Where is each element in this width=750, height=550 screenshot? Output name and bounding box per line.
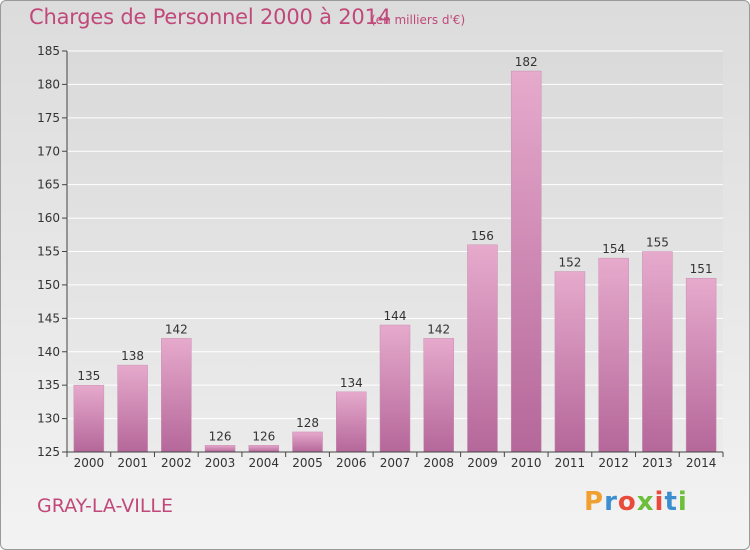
x-tick-label: 2009 — [467, 456, 498, 470]
bar-value-label: 154 — [602, 242, 625, 256]
logo-letter: o — [617, 487, 637, 517]
y-tick-label: 140 — [37, 345, 60, 359]
bar-value-label: 151 — [690, 262, 713, 276]
bar-2001 — [117, 364, 148, 453]
bar-2014 — [685, 277, 717, 453]
y-tick-label: 125 — [37, 445, 60, 459]
y-tick-label: 145 — [37, 311, 60, 325]
bar-value-label: 182 — [515, 55, 538, 69]
axis-layer: 125 130 135 140 145 150 155 160 165 170 175 180 185 2… — [37, 44, 724, 470]
bar-value-label: 126 — [209, 429, 232, 443]
y-tick-label: 165 — [37, 178, 60, 192]
bar-value-label: 128 — [296, 416, 319, 430]
chart-title: Charges de Personnel 2000 à 2014 — [29, 5, 391, 29]
bar-2013 — [642, 251, 673, 453]
bar-value-label: 126 — [252, 429, 275, 443]
bars-layer: 135 138 142 126 126 128 134 144 142 156 182 152 154 1… — [73, 55, 717, 453]
bar-value-label: 144 — [384, 309, 407, 323]
logo-letter: t — [664, 487, 678, 517]
x-tick-label: 2010 — [511, 456, 542, 470]
x-tick-label: 2000 — [74, 456, 105, 470]
logo-letter: i — [677, 487, 688, 517]
bar-2011 — [554, 271, 586, 453]
y-tick-label: 175 — [37, 111, 60, 125]
y-tick-label: 160 — [37, 211, 60, 225]
proxiti-logo: Proxiti — [584, 487, 688, 517]
bar-value-label: 142 — [165, 322, 188, 336]
x-tick-label: 2004 — [249, 456, 280, 470]
bar-value-label: 155 — [646, 236, 669, 250]
logo-letter: i — [654, 487, 665, 517]
bar-2000 — [73, 384, 105, 453]
bar-value-label: 134 — [340, 376, 363, 390]
bar-2002 — [161, 338, 192, 453]
y-tick-label: 155 — [37, 245, 60, 259]
bar-2009 — [467, 244, 498, 453]
y-tick-label: 170 — [37, 144, 60, 158]
y-tick-label: 150 — [37, 278, 60, 292]
bar-value-label: 142 — [427, 322, 450, 336]
y-tick-label: 135 — [37, 378, 60, 392]
x-tick-label: 2002 — [161, 456, 192, 470]
x-tick-label: 2003 — [205, 456, 236, 470]
x-tick-label: 2008 — [423, 456, 454, 470]
logo-letter: P — [584, 487, 605, 517]
y-tick-label: 185 — [37, 44, 60, 58]
bar-2005 — [292, 431, 323, 453]
bar-2007 — [379, 324, 411, 453]
bar-value-label: 152 — [558, 256, 581, 270]
y-tick-label: 130 — [37, 412, 60, 426]
x-tick-label: 2001 — [117, 456, 148, 470]
bar-2006 — [336, 391, 367, 453]
logo-letter: r — [604, 487, 618, 517]
x-tick-label: 2012 — [598, 456, 629, 470]
x-tick-label: 2006 — [336, 456, 367, 470]
bar-value-label: 138 — [121, 349, 144, 363]
bar-value-label: 156 — [471, 229, 494, 243]
place-name: GRAY-LA-VILLE — [37, 495, 174, 517]
bar-2010 — [510, 70, 542, 453]
logo-letter: x — [636, 487, 655, 517]
bar-2003 — [204, 445, 236, 453]
x-tick-label: 2013 — [642, 456, 673, 470]
bar-value-label: 135 — [77, 369, 100, 383]
chart-subtitle: (en milliers d'€) — [371, 13, 466, 27]
x-tick-label: 2005 — [292, 456, 323, 470]
bar-2004 — [248, 445, 280, 453]
x-tick-label: 2007 — [380, 456, 411, 470]
bar-2012 — [598, 257, 629, 453]
x-tick-label: 2014 — [686, 456, 717, 470]
bar-2008 — [423, 338, 454, 453]
y-tick-label: 180 — [37, 77, 60, 91]
x-tick-label: 2011 — [555, 456, 586, 470]
